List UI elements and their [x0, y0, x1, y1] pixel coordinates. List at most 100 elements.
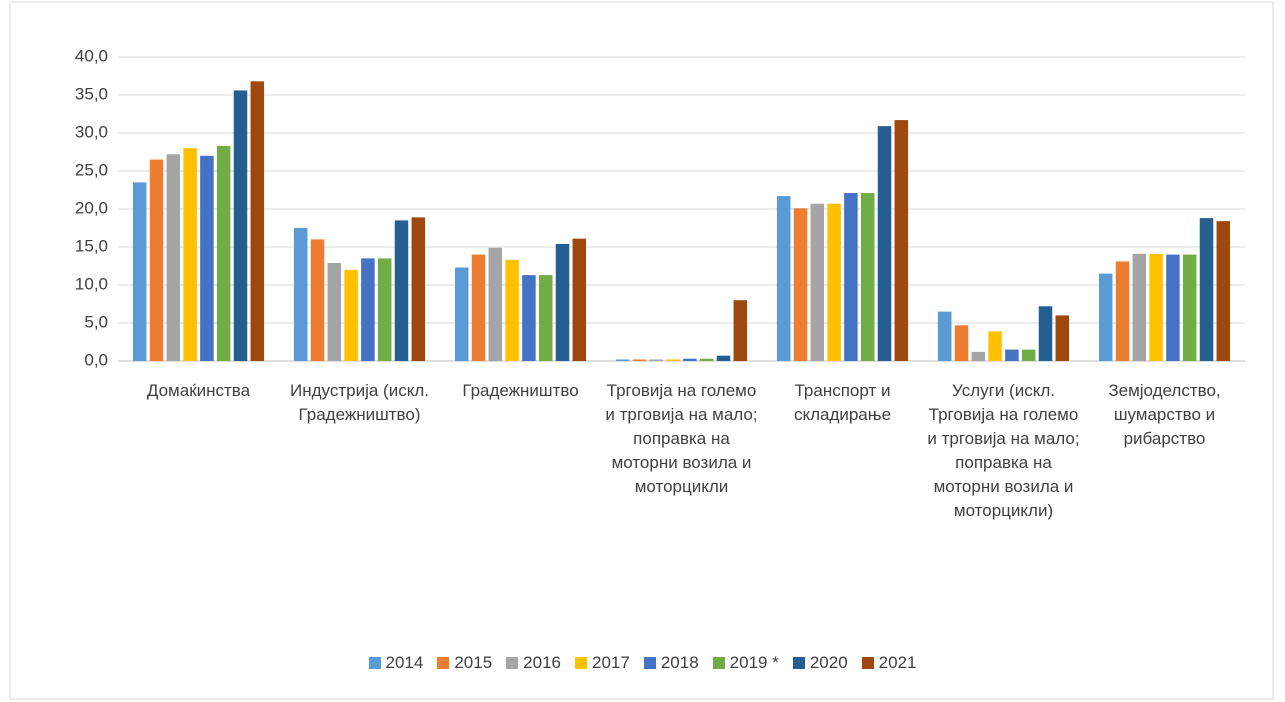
bar [1149, 253, 1163, 361]
bar [1132, 253, 1147, 361]
legend-label: 2015 [454, 653, 493, 672]
bar [733, 300, 748, 361]
chart-border [9, 1, 1274, 700]
legend-swatch [861, 657, 874, 669]
legend-item: 2019 * [712, 653, 779, 673]
bar [200, 155, 214, 361]
bar [988, 331, 1002, 361]
bar [183, 148, 197, 361]
bar [293, 228, 308, 361]
legend-swatch [506, 657, 519, 669]
legend-label: 2018 [660, 653, 699, 672]
bar [572, 238, 587, 361]
bar [1199, 218, 1214, 361]
bar [250, 81, 265, 361]
x-tick-label: Домаќинства [146, 381, 251, 400]
bar [776, 196, 791, 361]
legend-item: 2017 [575, 653, 630, 673]
bar [505, 259, 519, 361]
legend-label: 2021 [878, 653, 917, 672]
legend-item: 2021 [861, 653, 917, 673]
bar [894, 120, 909, 361]
bar [971, 351, 986, 361]
x-tick-label: Земјоделство, шумарство и рибарство [1108, 381, 1221, 448]
bar [1115, 261, 1130, 361]
bar [716, 355, 731, 361]
bar [810, 203, 825, 361]
legend-label: 2014 [385, 653, 424, 672]
legend-item: 2015 [437, 653, 492, 673]
legend-swatch [792, 657, 805, 669]
y-tick-label: 15,0 [75, 236, 108, 255]
bar [488, 247, 503, 361]
bar [1098, 273, 1113, 361]
y-tick-label: 30,0 [75, 122, 108, 141]
bar [344, 269, 358, 361]
bar [954, 325, 969, 361]
legend-item: 2020 [792, 653, 848, 673]
bar [1216, 221, 1231, 361]
bar [1021, 349, 1036, 361]
bar [216, 145, 231, 361]
bar [1005, 349, 1019, 361]
y-tick-label: 40,0 [75, 46, 108, 65]
bar [1166, 254, 1180, 361]
bar [666, 359, 680, 361]
bar [538, 275, 553, 361]
bar [649, 359, 664, 361]
y-tick-label: 0,0 [84, 350, 108, 369]
bar [1055, 315, 1070, 361]
x-tick-label: Трговија на големо и трговија на мало; п… [605, 381, 758, 496]
bar [615, 359, 630, 361]
bar [327, 262, 342, 361]
legend-swatch [643, 657, 656, 669]
bar [937, 311, 952, 361]
bar [683, 358, 697, 361]
legend-item: 2014 [368, 653, 424, 673]
bar [132, 182, 147, 361]
y-tick-label: 10,0 [75, 274, 108, 293]
bar [1182, 254, 1197, 361]
legend-swatch [575, 657, 587, 669]
x-tick-label: Транспорт и складирање [793, 381, 892, 424]
x-tick-label: Индустрија (искл. Градежништво) [290, 381, 429, 424]
legend-item: 2018 [643, 653, 699, 673]
legend-swatch [712, 657, 725, 669]
bar [793, 208, 808, 361]
bar [377, 258, 392, 361]
bar [844, 193, 858, 361]
bar [394, 220, 409, 361]
y-tick-label: 25,0 [75, 160, 108, 179]
bar [699, 358, 714, 361]
y-tick-label: 5,0 [84, 312, 108, 331]
x-tick-label: Услуги (искл. Трговија на големо и тргов… [927, 381, 1080, 520]
bar [522, 275, 536, 361]
bar [310, 239, 325, 361]
legend-swatch [368, 657, 381, 669]
x-tick-label: Градежништво [462, 381, 579, 400]
bar [877, 126, 892, 361]
legend-swatch [437, 657, 450, 669]
bar [454, 267, 469, 361]
legend-label: 2017 [592, 653, 630, 672]
y-tick-label: 20,0 [75, 198, 108, 217]
legend-label: 2020 [809, 653, 848, 672]
legend-label: 2019 * [729, 653, 779, 672]
bar [632, 359, 647, 361]
bar [1038, 306, 1053, 361]
bar [149, 159, 164, 361]
legend-item: 2016 [506, 653, 561, 673]
bar [827, 203, 841, 361]
bar [166, 154, 181, 361]
legend-label: 2016 [523, 653, 561, 672]
y-tick-label: 35,0 [75, 84, 108, 103]
bar [233, 90, 248, 361]
bar [860, 193, 875, 361]
bar [361, 258, 375, 361]
legend: 2014 2015 2016 2017 2018 2019 * 2020 2021 [0, 653, 1285, 673]
bar [555, 243, 570, 361]
bar [411, 217, 426, 361]
bar [471, 254, 486, 361]
